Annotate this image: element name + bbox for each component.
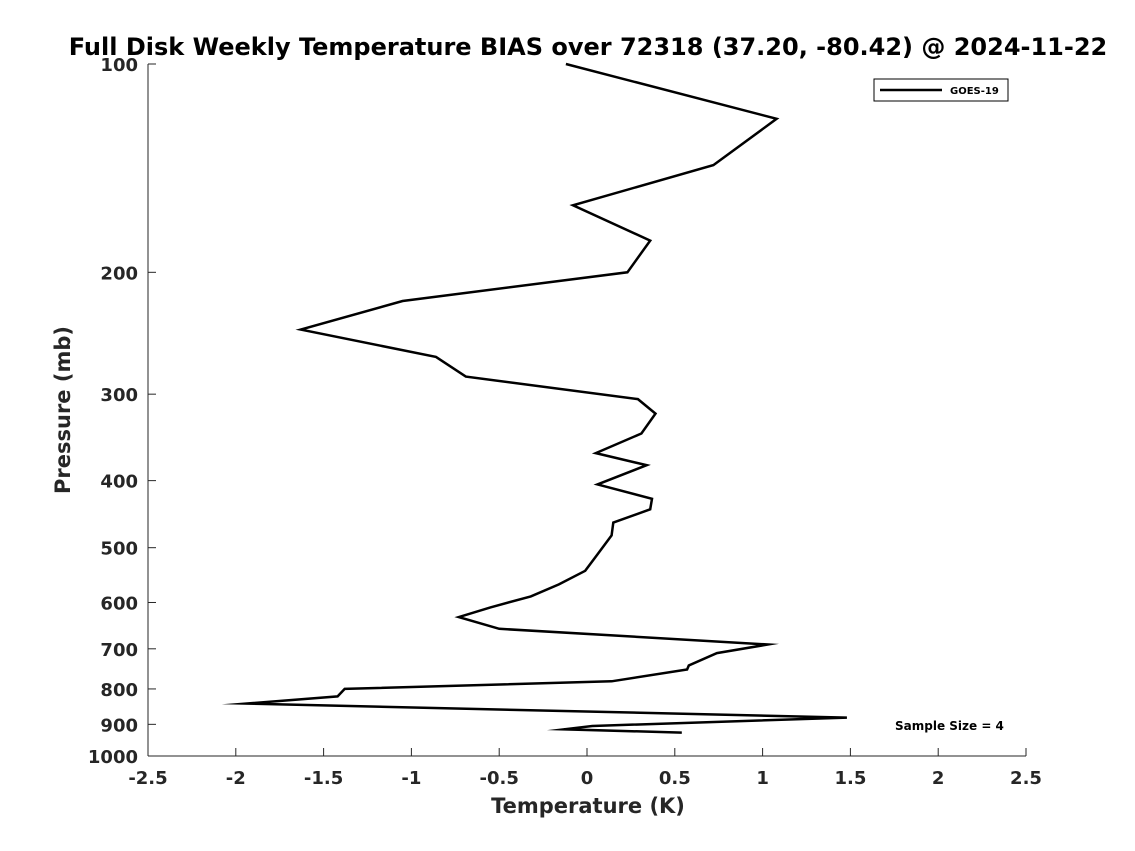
y-tick-label: 400 [100,472,138,493]
legend-label-goes-19: GOES-19 [950,86,999,97]
x-tick-label: 1.5 [834,768,866,789]
y-tick-label: 300 [100,385,138,406]
y-tick-label: 500 [100,539,138,560]
y-tick-label: 800 [100,680,138,701]
series-line-goes-19 [221,62,847,734]
x-tick-label: -2.5 [128,768,167,789]
x-tick-label: 0 [581,768,594,789]
y-axis-label: Pressure (mb) [51,326,75,494]
sample-size-annotation: Sample Size = 4 [895,719,1004,733]
plot-area [221,62,847,734]
x-tick-label: 0.5 [659,768,691,789]
x-tick-label: -1.5 [304,768,343,789]
x-axis-label: Temperature (K) [491,794,685,818]
y-axis: 100 200 300 400 500 600 700 800 900 1000 [88,55,156,768]
y-tick-label: 200 [100,263,138,284]
x-tick-label: 2.5 [1010,768,1042,789]
x-tick-label: -2 [226,768,246,789]
x-tick-label: -1 [401,768,421,789]
y-tick-label: 100 [100,55,138,76]
chart-title: Full Disk Weekly Temperature BIAS over 7… [69,33,1108,61]
y-tick-label: 900 [100,715,138,736]
legend: GOES-19 [873,78,1009,102]
y-tick-label: 1000 [88,747,138,768]
x-tick-label: -0.5 [480,768,519,789]
y-tick-label: 700 [100,640,138,661]
x-tick-label: 1 [756,768,769,789]
y-tick-label: 600 [100,593,138,614]
x-tick-label: 2 [932,768,945,789]
x-axis: -2.5 -2 -1.5 -1 -0.5 0 0.5 1 1.5 2 2.5 [128,748,1042,789]
